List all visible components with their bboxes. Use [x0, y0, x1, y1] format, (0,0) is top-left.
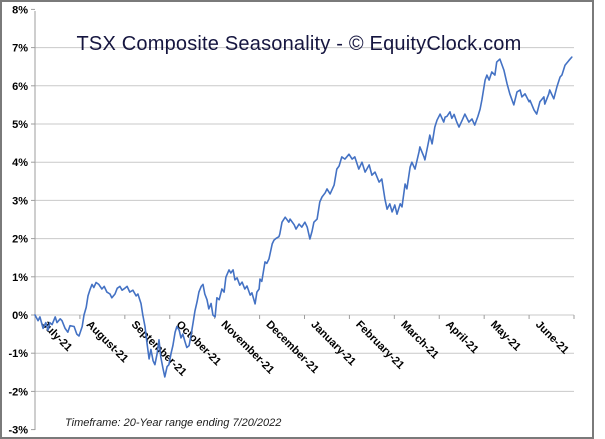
y-axis-label: -1%	[8, 348, 28, 360]
y-axis-label: 0%	[12, 310, 28, 322]
y-axis-label: 5%	[12, 119, 28, 131]
timeframe-note: Timeframe: 20-Year range ending 7/20/202…	[65, 417, 282, 429]
y-axis-label: 1%	[12, 272, 28, 284]
x-axis-label: June-21	[533, 319, 571, 357]
x-axis-label: April-21	[443, 319, 480, 356]
seasonality-line	[34, 56, 573, 378]
y-axis-label: 8%	[12, 4, 28, 16]
x-axis-label: January-21	[308, 319, 358, 369]
y-axis-label: 7%	[12, 43, 28, 55]
x-axis-label: October-21	[174, 319, 224, 369]
x-axis-label: May-21	[488, 319, 523, 354]
x-axis-label: March-21	[398, 319, 441, 362]
y-axis-label: 2%	[12, 234, 28, 246]
x-axis-label: August-21	[84, 319, 131, 366]
y-axis-label: -2%	[8, 386, 28, 398]
x-axis-label: July-21	[39, 319, 74, 354]
y-axis-label: 6%	[12, 81, 28, 93]
seasonality-plot: 8% 7% 6% 5% 4% 3% 2% 1% 0% -1% -2% -3% July-21 August…	[8, 4, 575, 437]
y-axis-label: 4%	[12, 157, 28, 169]
y-axis-label: -3%	[8, 425, 28, 437]
y-axis-label: 3%	[12, 195, 28, 207]
chart-title: TSX Composite Seasonality - © EquityCloc…	[76, 33, 522, 55]
